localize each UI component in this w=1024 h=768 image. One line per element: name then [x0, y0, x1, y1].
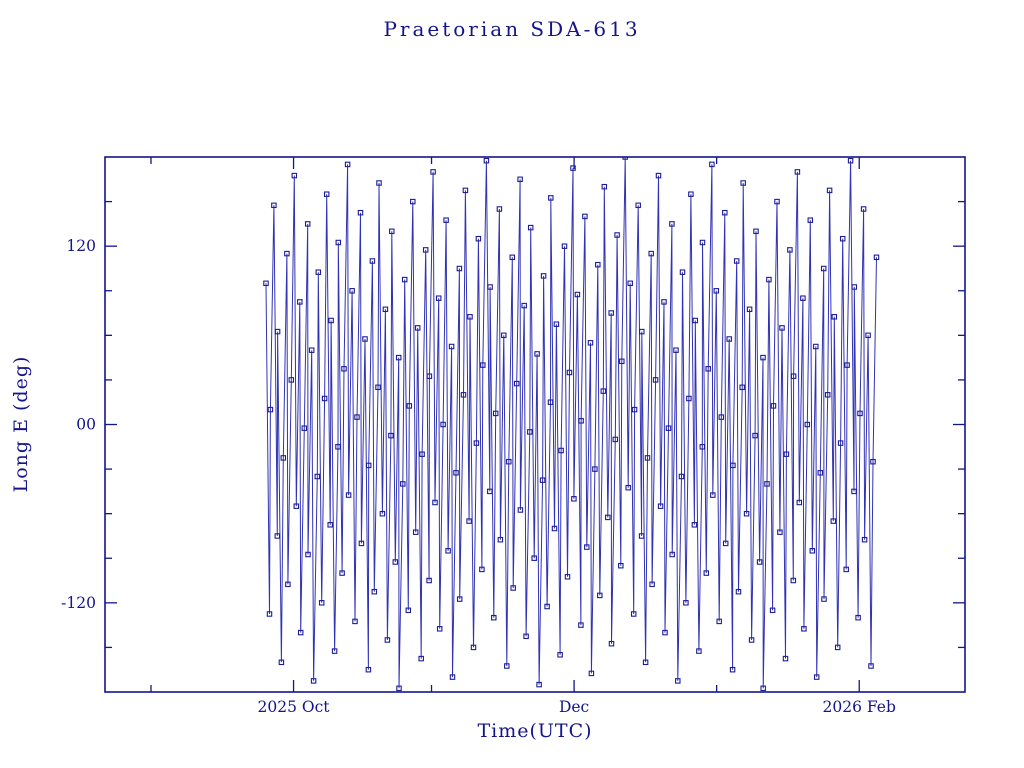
axis-ticks — [105, 157, 965, 692]
x-axis-label: Time(UTC) — [477, 720, 593, 742]
x-tick-label: 2025 Oct — [258, 698, 331, 716]
y-tick-label: 120 — [66, 237, 96, 255]
plot-frame — [104, 156, 966, 693]
y-axis-label: Long E (deg) — [10, 355, 32, 493]
x-tick-label: Dec — [559, 698, 589, 716]
y-tick-label: 00 — [76, 416, 96, 434]
chart-title: Praetorian SDA-613 — [383, 17, 641, 41]
x-tick-label: 2026 Feb — [823, 698, 896, 716]
y-tick-label: -120 — [61, 594, 96, 612]
data-series — [263, 157, 880, 692]
series-markers — [263, 157, 880, 692]
series-line — [265, 157, 877, 689]
